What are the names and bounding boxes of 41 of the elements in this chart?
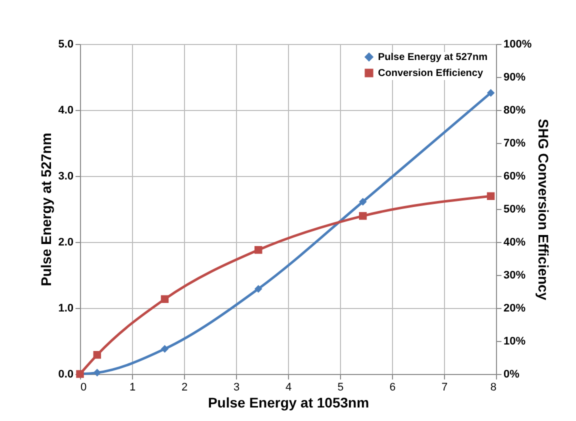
y-tick-label: 1.0 bbox=[58, 302, 74, 314]
y2-tick-label: 20% bbox=[504, 302, 526, 314]
y-axis-title: Pulse Energy at 527nm bbox=[38, 132, 54, 286]
y2-axis-title: SHG Conversion Efficiency bbox=[536, 118, 552, 300]
point bbox=[254, 246, 262, 254]
point bbox=[486, 192, 495, 200]
x-tick-label: 4 bbox=[285, 382, 292, 394]
y-tick-label: 5.0 bbox=[58, 38, 74, 50]
point bbox=[160, 295, 169, 303]
point bbox=[254, 284, 262, 293]
y-tick-label: 2.0 bbox=[58, 236, 74, 248]
x-axis-title: Pulse Energy at 1053nm bbox=[208, 394, 370, 410]
point bbox=[93, 368, 102, 377]
y2-tick-label: 40% bbox=[504, 236, 526, 248]
point bbox=[93, 350, 102, 359]
y-tick-label: 4.0 bbox=[58, 104, 74, 116]
x-tick-label: 1 bbox=[129, 382, 136, 394]
point bbox=[359, 212, 367, 220]
y2-tick-label: 0% bbox=[504, 368, 520, 380]
legend-label: Conversion Efficiency bbox=[378, 68, 484, 79]
y2-tick-label: 50% bbox=[504, 204, 526, 216]
x-tick-label: 2 bbox=[181, 382, 188, 394]
y2-tick-label: 90% bbox=[504, 72, 526, 84]
x-tick-label: 3 bbox=[233, 382, 240, 394]
point bbox=[486, 88, 495, 97]
y2-tick-label: 70% bbox=[504, 138, 526, 150]
x-tick-label: 5 bbox=[337, 382, 344, 394]
legend-label: Pulse Energy at 527nm bbox=[378, 52, 488, 63]
y-tick-label: 0.0 bbox=[58, 368, 74, 380]
y2-tick-label: 60% bbox=[504, 170, 526, 182]
point bbox=[359, 198, 367, 206]
y2-tick-label: 30% bbox=[504, 270, 526, 282]
x-tick-label: 7 bbox=[441, 382, 448, 394]
x-tick-label: 0 bbox=[80, 382, 87, 394]
y2-tick-label: 10% bbox=[504, 336, 526, 348]
y2-tick-label: 100% bbox=[504, 38, 532, 50]
point bbox=[160, 345, 169, 353]
x-tick-label: 8 bbox=[490, 382, 496, 394]
y2-tick-label: 80% bbox=[504, 104, 526, 116]
x-tick-label: 6 bbox=[389, 382, 396, 394]
y-tick-label: 3.0 bbox=[58, 170, 74, 182]
